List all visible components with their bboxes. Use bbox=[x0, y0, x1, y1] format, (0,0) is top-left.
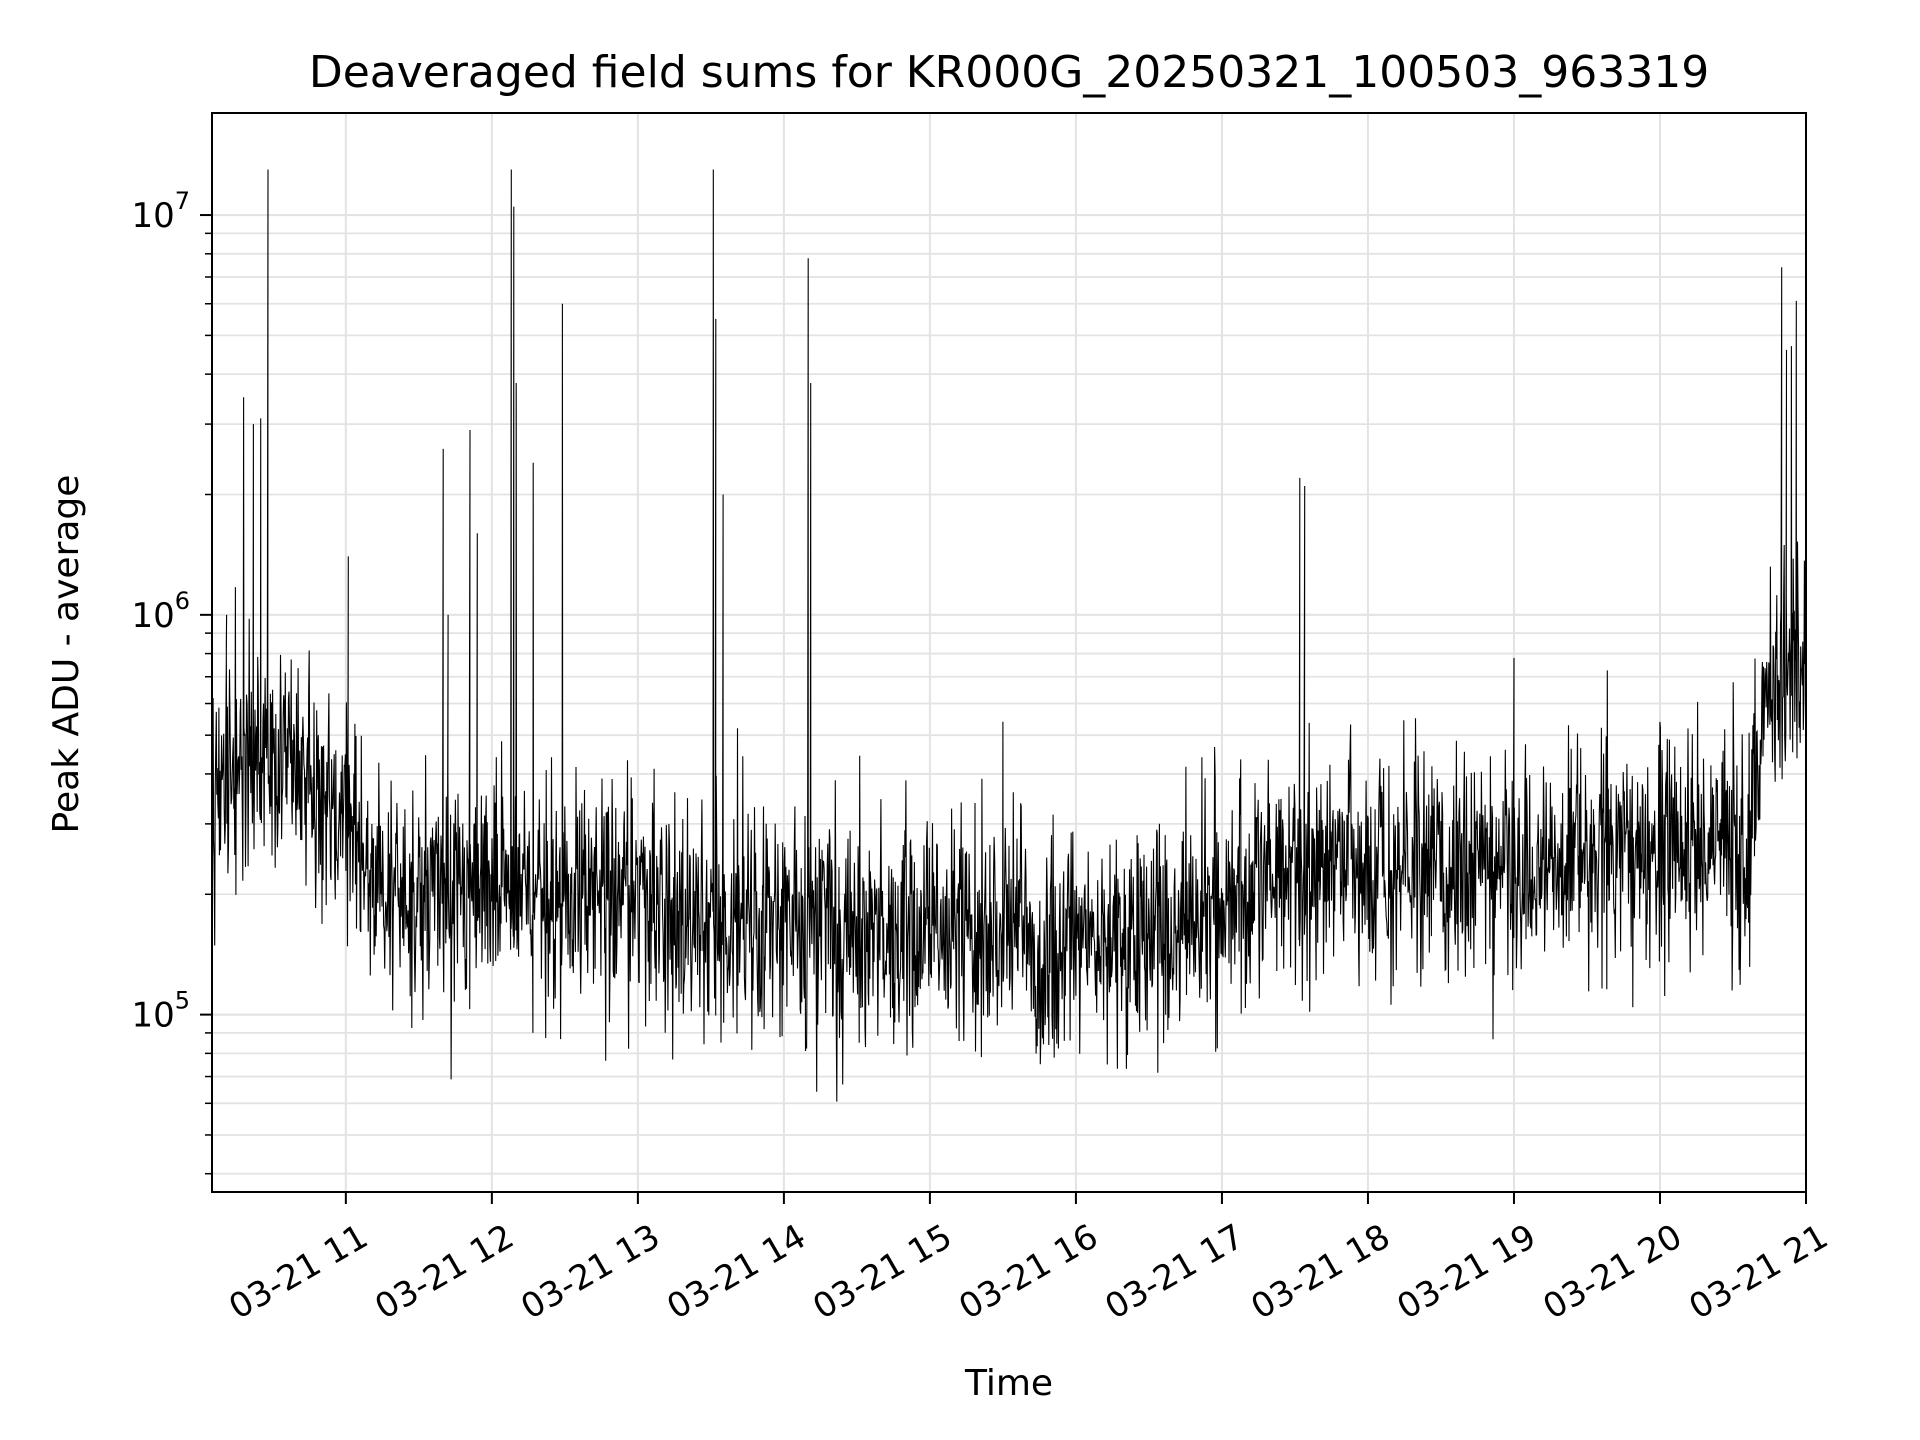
y-axis-label: Peak ADU - average bbox=[46, 475, 87, 834]
y-tick-label-base: 10 bbox=[131, 196, 174, 236]
y-tick-label-exponent: 7 bbox=[175, 187, 190, 215]
y-tick-label: 107 bbox=[131, 187, 190, 236]
x-axis-label: Time bbox=[964, 1363, 1053, 1404]
y-tick-label: 105 bbox=[131, 987, 190, 1036]
y-tick-label-base: 10 bbox=[131, 996, 174, 1036]
plot-frame bbox=[211, 112, 1807, 1193]
y-tick-label-base: 10 bbox=[131, 596, 174, 636]
y-tick-label-exponent: 5 bbox=[175, 987, 190, 1015]
series-line-path bbox=[211, 169, 1807, 1102]
y-tick-label: 106 bbox=[131, 587, 190, 636]
series-line bbox=[211, 169, 1807, 1102]
y-tick-label-exponent: 6 bbox=[175, 587, 190, 615]
chart-title: Deaveraged field sums for KR000G_2025032… bbox=[309, 47, 1709, 98]
